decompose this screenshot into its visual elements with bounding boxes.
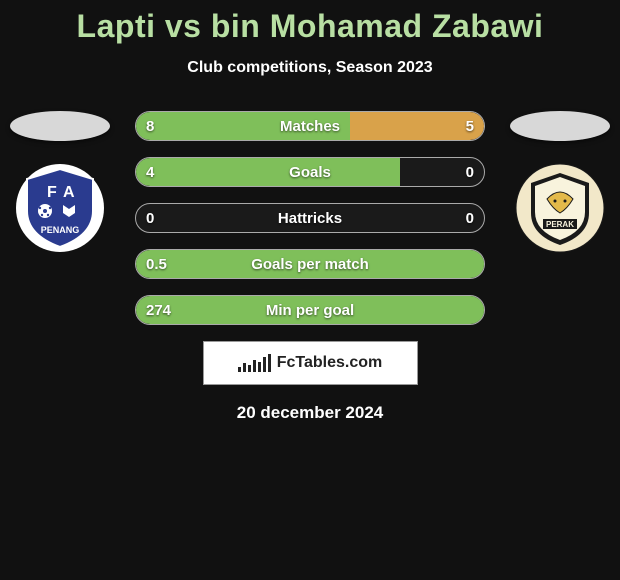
stat-label: Goals: [136, 158, 484, 187]
stat-bar: 0.5Goals per match: [135, 249, 485, 279]
stat-label: Hattricks: [136, 204, 484, 233]
date-text: 20 december 2024: [0, 403, 620, 423]
page-title: Lapti vs bin Mohamad Zabawi: [0, 0, 620, 45]
bar-chart-icon: [238, 354, 271, 372]
stat-row: 274Min per goal: [0, 295, 620, 325]
site-logo-text: FcTables.com: [277, 354, 383, 372]
stat-bar: 4Goals0: [135, 157, 485, 187]
stat-row: 0.5Goals per match: [0, 249, 620, 279]
stat-right-value: 0: [466, 158, 474, 187]
site-logo[interactable]: FcTables.com: [203, 341, 418, 385]
stat-label: Matches: [136, 112, 484, 141]
stat-right-value: 0: [466, 204, 474, 233]
right-team-badge: PERAK: [515, 163, 605, 253]
comparison-chart: F A PENANG PERAK 8Matches54Goals: [0, 111, 620, 325]
left-shadow-ellipse: [10, 111, 110, 141]
right-team-block: PERAK: [500, 111, 620, 253]
stat-label: Goals per match: [136, 250, 484, 279]
shield-icon: PERAK: [515, 163, 605, 253]
stat-right-value: 5: [466, 112, 474, 141]
svg-text:F: F: [47, 184, 57, 201]
left-team-block: F A PENANG: [0, 111, 120, 253]
stat-bar: 0Hattricks0: [135, 203, 485, 233]
shield-icon: F A PENANG: [15, 163, 105, 253]
right-shadow-ellipse: [510, 111, 610, 141]
svg-text:PERAK: PERAK: [546, 220, 574, 229]
page-subtitle: Club competitions, Season 2023: [0, 59, 620, 77]
stat-bar: 274Min per goal: [135, 295, 485, 325]
stat-label: Min per goal: [136, 296, 484, 325]
svg-text:PENANG: PENANG: [41, 225, 80, 235]
stat-bar: 8Matches5: [135, 111, 485, 141]
left-team-badge: F A PENANG: [15, 163, 105, 253]
svg-text:A: A: [63, 184, 75, 201]
